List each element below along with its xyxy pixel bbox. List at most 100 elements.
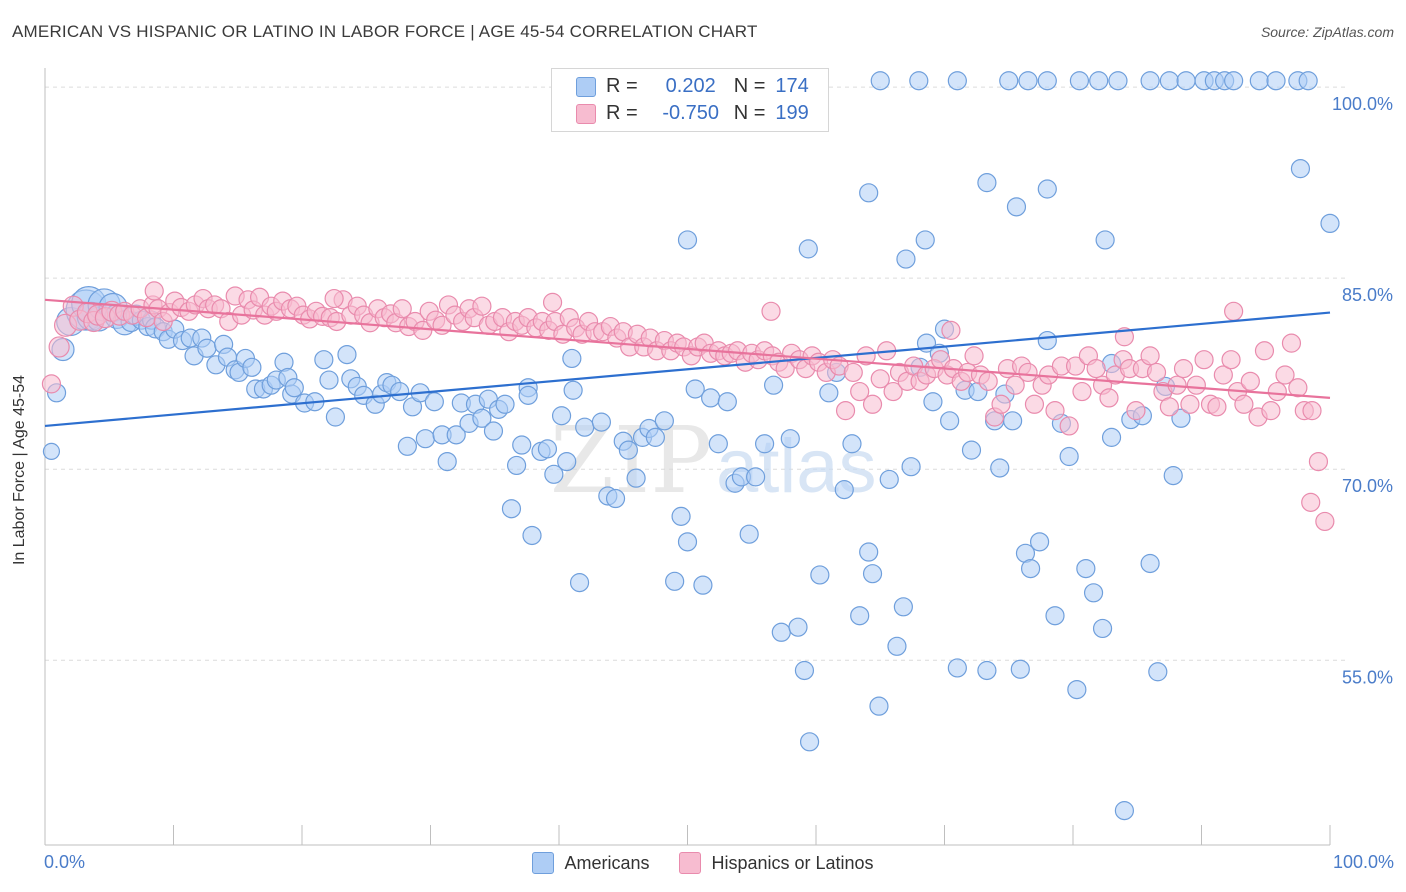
hispanics-point	[1159, 397, 1179, 417]
americans-r-value: 0.202	[665, 75, 716, 97]
hispanics-point	[324, 288, 344, 309]
americans-point	[671, 506, 691, 526]
hispanics-point	[964, 346, 984, 366]
hispanics-point	[1302, 401, 1322, 421]
bottom-legend: Americans Hispanics or Latinos	[0, 852, 1406, 874]
trend-lines	[44, 298, 1331, 428]
americans-point	[506, 455, 527, 476]
y-tick-label: 100.0%	[1332, 94, 1393, 114]
hispanics-point	[1180, 394, 1200, 414]
hispanics-trend-line	[44, 298, 1331, 400]
americans-point	[977, 660, 997, 681]
americans-point	[677, 532, 698, 552]
americans-point	[562, 348, 582, 369]
hispanics-point	[991, 394, 1011, 414]
americans-point	[654, 411, 674, 431]
hispanics-point	[835, 401, 856, 421]
americans-swatch	[576, 76, 596, 97]
americans-point	[859, 183, 879, 203]
americans-point	[1163, 466, 1183, 486]
americans-point	[1083, 583, 1104, 603]
americans-point	[685, 379, 705, 399]
hispanics-point	[41, 374, 62, 394]
americans-point	[1010, 659, 1030, 679]
hispanics-point	[1005, 375, 1025, 395]
legend-label-americans: Americans	[564, 852, 650, 873]
americans-point	[1114, 801, 1135, 821]
hispanics-point	[1207, 397, 1227, 417]
hispanics-point	[1275, 365, 1295, 385]
americans-point	[390, 381, 410, 402]
americans-point	[197, 338, 217, 358]
hispanics-point	[856, 346, 876, 366]
hispanics-point	[1059, 416, 1079, 436]
americans-point	[575, 417, 595, 437]
americans-point	[424, 392, 444, 412]
americans-point	[1095, 230, 1115, 250]
americans-point	[569, 573, 590, 593]
americans-point	[961, 440, 982, 460]
n-label: N =	[733, 75, 766, 97]
americans-point	[780, 429, 800, 449]
americans-point	[771, 622, 791, 642]
americans-point	[870, 71, 890, 91]
americans-point	[337, 344, 357, 365]
americans-point	[605, 488, 626, 509]
stats-row-americans: R = 0.202 N = 174	[576, 75, 809, 98]
americans-point	[1018, 71, 1038, 91]
americans-point	[1069, 71, 1090, 91]
hispanics-point	[1186, 375, 1206, 395]
americans-point	[810, 565, 830, 585]
americans-point	[842, 434, 862, 454]
americans-point	[746, 467, 766, 487]
americans-point	[501, 499, 522, 519]
americans-point	[1003, 411, 1023, 431]
americans-point	[794, 660, 815, 681]
americans-point	[319, 370, 339, 390]
hispanics-point	[761, 301, 781, 321]
hispanics-r-value: -0.750	[662, 102, 720, 124]
americans-point	[693, 575, 713, 595]
hispanics-swatch	[576, 103, 596, 124]
hispanics-point	[1018, 362, 1038, 383]
hispanics-point	[1099, 388, 1119, 408]
hispanics-point	[941, 320, 961, 340]
americans-point	[1148, 662, 1168, 682]
americans-point	[717, 392, 737, 412]
hispanics-point	[1072, 381, 1092, 402]
americans-point	[1089, 71, 1109, 91]
americans-point	[495, 394, 515, 414]
americans-point	[1067, 679, 1087, 700]
hispanics-point	[1234, 394, 1254, 414]
americans-point	[940, 411, 960, 431]
hispanics-point	[1024, 394, 1045, 414]
americans-point	[1020, 558, 1041, 579]
y-tick-label: 70.0%	[1342, 476, 1393, 496]
legend-item-hispanics[interactable]: Hispanics or Latinos	[679, 852, 874, 874]
hispanics-point	[1126, 401, 1146, 421]
americans-point	[446, 425, 466, 445]
americans-point	[862, 564, 883, 584]
americans-point	[1037, 71, 1057, 91]
americans-point	[645, 427, 665, 447]
americans-point	[1029, 532, 1050, 552]
americans-point	[977, 173, 997, 193]
hispanics-point	[1315, 511, 1335, 532]
americans-point	[242, 357, 262, 377]
americans-point	[1140, 553, 1160, 574]
americans-point	[1159, 71, 1179, 91]
americans-point	[701, 388, 721, 408]
legend-label-hispanics: Hispanics or Latinos	[711, 852, 874, 873]
hispanics-point	[862, 394, 883, 414]
americans-point	[1045, 606, 1065, 626]
hispanics-point	[1194, 350, 1214, 370]
americans-point	[947, 71, 967, 91]
hispanics-point	[1173, 359, 1194, 379]
legend-item-americans[interactable]: Americans	[532, 852, 649, 874]
americans-point	[1171, 408, 1191, 428]
hispanics-point	[542, 292, 563, 312]
americans-point	[551, 406, 572, 426]
americans-n-value: 174	[775, 75, 809, 97]
americans-point	[915, 230, 935, 250]
hispanics-point	[1146, 362, 1167, 383]
